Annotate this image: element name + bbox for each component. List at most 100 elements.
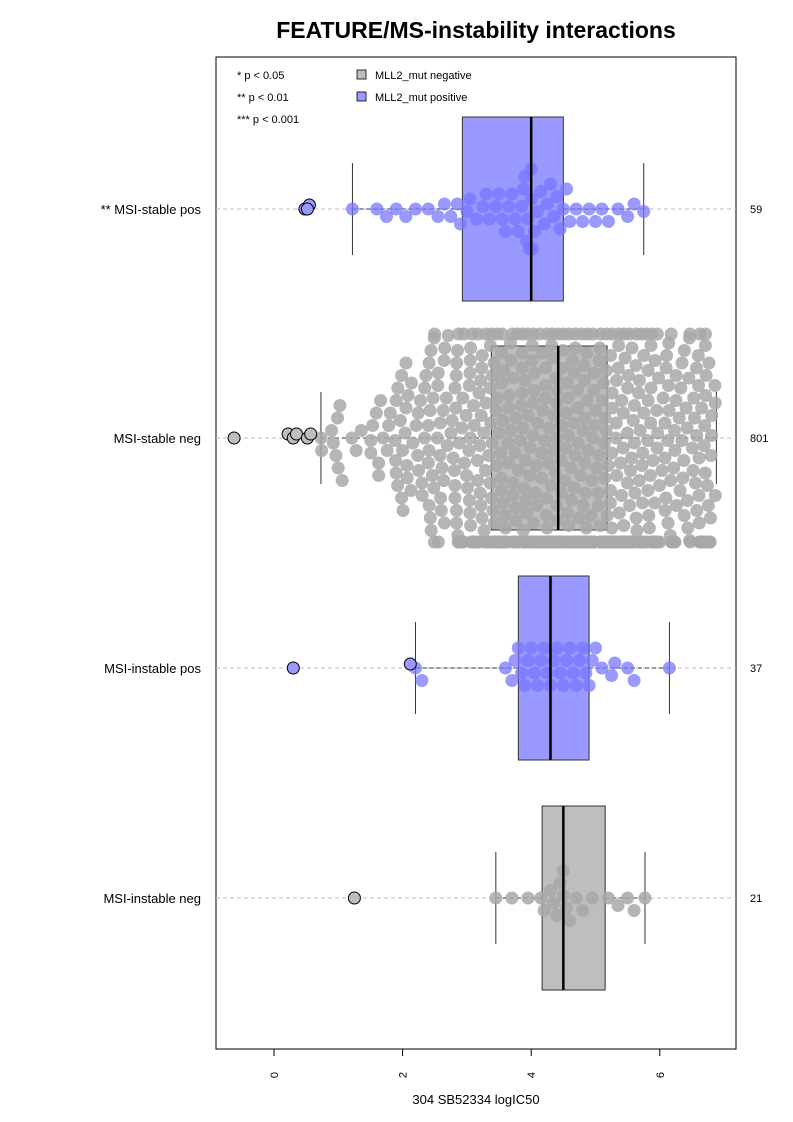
data-point — [677, 454, 691, 467]
data-point — [435, 461, 449, 475]
data-point — [572, 511, 586, 525]
data-point — [472, 386, 486, 400]
data-point — [411, 406, 425, 420]
data-point — [608, 656, 622, 670]
data-point — [455, 421, 469, 435]
data-point — [625, 451, 638, 465]
data-point — [537, 904, 551, 917]
data-point — [685, 441, 699, 455]
data-point — [331, 461, 345, 475]
group-label: MSI-instable neg — [103, 891, 201, 906]
data-point — [626, 414, 640, 427]
group-count-label: 37 — [750, 663, 762, 675]
data-point — [383, 406, 397, 420]
data-point — [406, 436, 420, 450]
data-point — [463, 192, 477, 206]
data-point — [440, 439, 454, 452]
data-point — [516, 421, 530, 435]
data-point — [404, 484, 418, 497]
data-point — [434, 504, 448, 517]
data-point — [389, 466, 403, 480]
data-point — [396, 504, 410, 517]
data-point — [642, 509, 656, 522]
significance-legend: * p < 0.05 ** p < 0.01 *** p < 0.001 — [237, 70, 299, 126]
data-point — [669, 499, 683, 512]
data-point — [601, 215, 615, 228]
data-point — [632, 374, 646, 387]
data-point — [487, 516, 501, 530]
data-point — [681, 521, 695, 535]
data-point — [431, 535, 445, 549]
data-point — [504, 424, 518, 437]
data-point — [423, 404, 437, 417]
data-point — [517, 481, 531, 495]
data-point — [492, 187, 506, 201]
data-point — [475, 349, 489, 362]
data-point — [595, 202, 609, 216]
data-point — [589, 641, 602, 655]
data-point — [692, 451, 706, 465]
data-point — [680, 421, 694, 435]
data-point — [505, 891, 519, 905]
data-point — [495, 346, 509, 360]
data-point — [389, 454, 403, 467]
data-point — [547, 654, 561, 667]
data-point — [683, 327, 697, 341]
data-point — [692, 379, 705, 392]
data-point — [544, 479, 558, 492]
data-point — [699, 369, 713, 382]
data-point — [601, 891, 615, 905]
data-point — [698, 466, 712, 480]
data-point — [630, 524, 644, 537]
data-point — [644, 381, 658, 395]
data-point — [599, 364, 613, 377]
data-point — [637, 205, 651, 218]
data-point — [569, 202, 583, 216]
data-point — [511, 225, 525, 238]
data-point — [677, 344, 691, 357]
data-point — [527, 384, 541, 397]
data-point — [646, 454, 660, 467]
data-point — [489, 200, 503, 213]
data-point — [415, 476, 429, 490]
data-point — [699, 327, 712, 341]
data-point — [590, 461, 603, 475]
data-point — [523, 469, 537, 482]
data-point — [524, 641, 538, 655]
group-label: MSI-instable pos — [104, 661, 201, 676]
data-point — [479, 187, 493, 201]
data-point — [476, 200, 490, 213]
x-axis-label: 304 SB52334 logIC50 — [412, 1092, 539, 1107]
data-point — [584, 509, 598, 522]
data-point — [506, 489, 520, 502]
data-point — [617, 519, 631, 532]
x-tick-label: 4 — [526, 1072, 538, 1078]
data-point — [690, 361, 703, 375]
data-point — [592, 354, 606, 367]
outlier-point — [290, 427, 303, 441]
data-point — [540, 197, 554, 211]
data-point — [495, 327, 509, 341]
data-point — [675, 434, 689, 447]
data-point — [605, 386, 619, 400]
data-point — [490, 459, 503, 472]
data-point — [537, 217, 551, 231]
data-point — [526, 242, 539, 256]
data-point — [620, 426, 634, 440]
data-point — [546, 351, 560, 365]
data-point — [400, 471, 414, 485]
data-point — [638, 891, 652, 905]
data-point — [643, 469, 657, 482]
data-point — [560, 901, 574, 915]
group-labels: ** MSI-stable pos MSI-stable neg MSI-insta… — [101, 202, 202, 906]
data-point — [354, 424, 368, 437]
data-point — [566, 666, 580, 680]
data-point — [539, 509, 553, 522]
data-point — [691, 349, 705, 362]
data-point — [398, 426, 412, 440]
data-point — [585, 891, 599, 905]
data-point — [483, 476, 497, 490]
data-point — [538, 379, 552, 392]
data-point — [478, 464, 492, 477]
data-point — [698, 419, 712, 432]
